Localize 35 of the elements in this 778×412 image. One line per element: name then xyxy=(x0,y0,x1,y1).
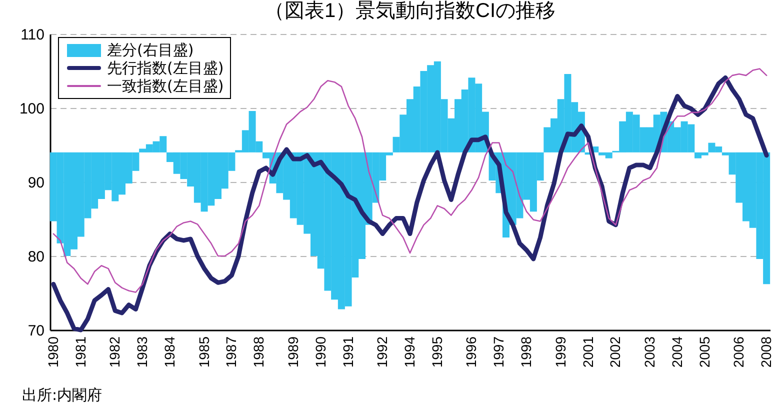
x-tick-label: 1999 xyxy=(552,336,568,368)
x-tick-label: 1996 xyxy=(463,336,480,368)
chart-title: （図表1）景気動向指数CIの推移 xyxy=(264,0,556,22)
x-tick-label: 1984 xyxy=(162,336,178,368)
x-tick-label: 1988 xyxy=(250,336,267,368)
x-tick-label: 2005 xyxy=(696,336,712,368)
x-tick-label: 1992 xyxy=(374,336,390,368)
y-tick-label: 100 xyxy=(19,100,44,118)
x-tick-label: 1987 xyxy=(223,336,240,368)
x-tick-label: 1998 xyxy=(518,336,534,368)
x-tick-label: 1983 xyxy=(134,336,150,368)
legend-label: 先行指数(左目盛) xyxy=(107,59,224,77)
text: 出所:内閣府 xyxy=(22,386,102,405)
legend-label: 差分(右目盛) xyxy=(107,41,194,59)
x-tick-label: 1997 xyxy=(490,336,507,368)
y-tick-label: 90 xyxy=(28,174,44,192)
legend-label: 一致指数(左目盛) xyxy=(107,77,224,95)
x-tick-label: 1989 xyxy=(284,336,301,368)
y-tick-label: 110 xyxy=(20,26,44,44)
x-tick-label: 1980 xyxy=(44,336,61,368)
y-tick-label: 70 xyxy=(28,322,44,340)
x-tick-label: 1995 xyxy=(428,336,445,368)
x-tick-label: 1981 xyxy=(72,336,88,368)
x-tick-label: 2002 xyxy=(607,336,624,368)
x-tick-label: 1991 xyxy=(340,336,356,368)
x-tick-label: 2006 xyxy=(730,336,747,368)
x-tick-label: 2001 xyxy=(580,336,596,368)
x-tick-label: 2003 xyxy=(642,336,658,368)
x-tick-label: 1982 xyxy=(106,336,123,368)
y-tick-label: 80 xyxy=(28,248,44,266)
x-tick-label: 1985 xyxy=(196,336,212,368)
x-tick-label: 2008 xyxy=(758,336,774,368)
x-tick-label: 1994 xyxy=(402,336,418,368)
x-tick-label: 2004 xyxy=(668,336,685,368)
x-tick-label: 1990 xyxy=(312,336,328,368)
